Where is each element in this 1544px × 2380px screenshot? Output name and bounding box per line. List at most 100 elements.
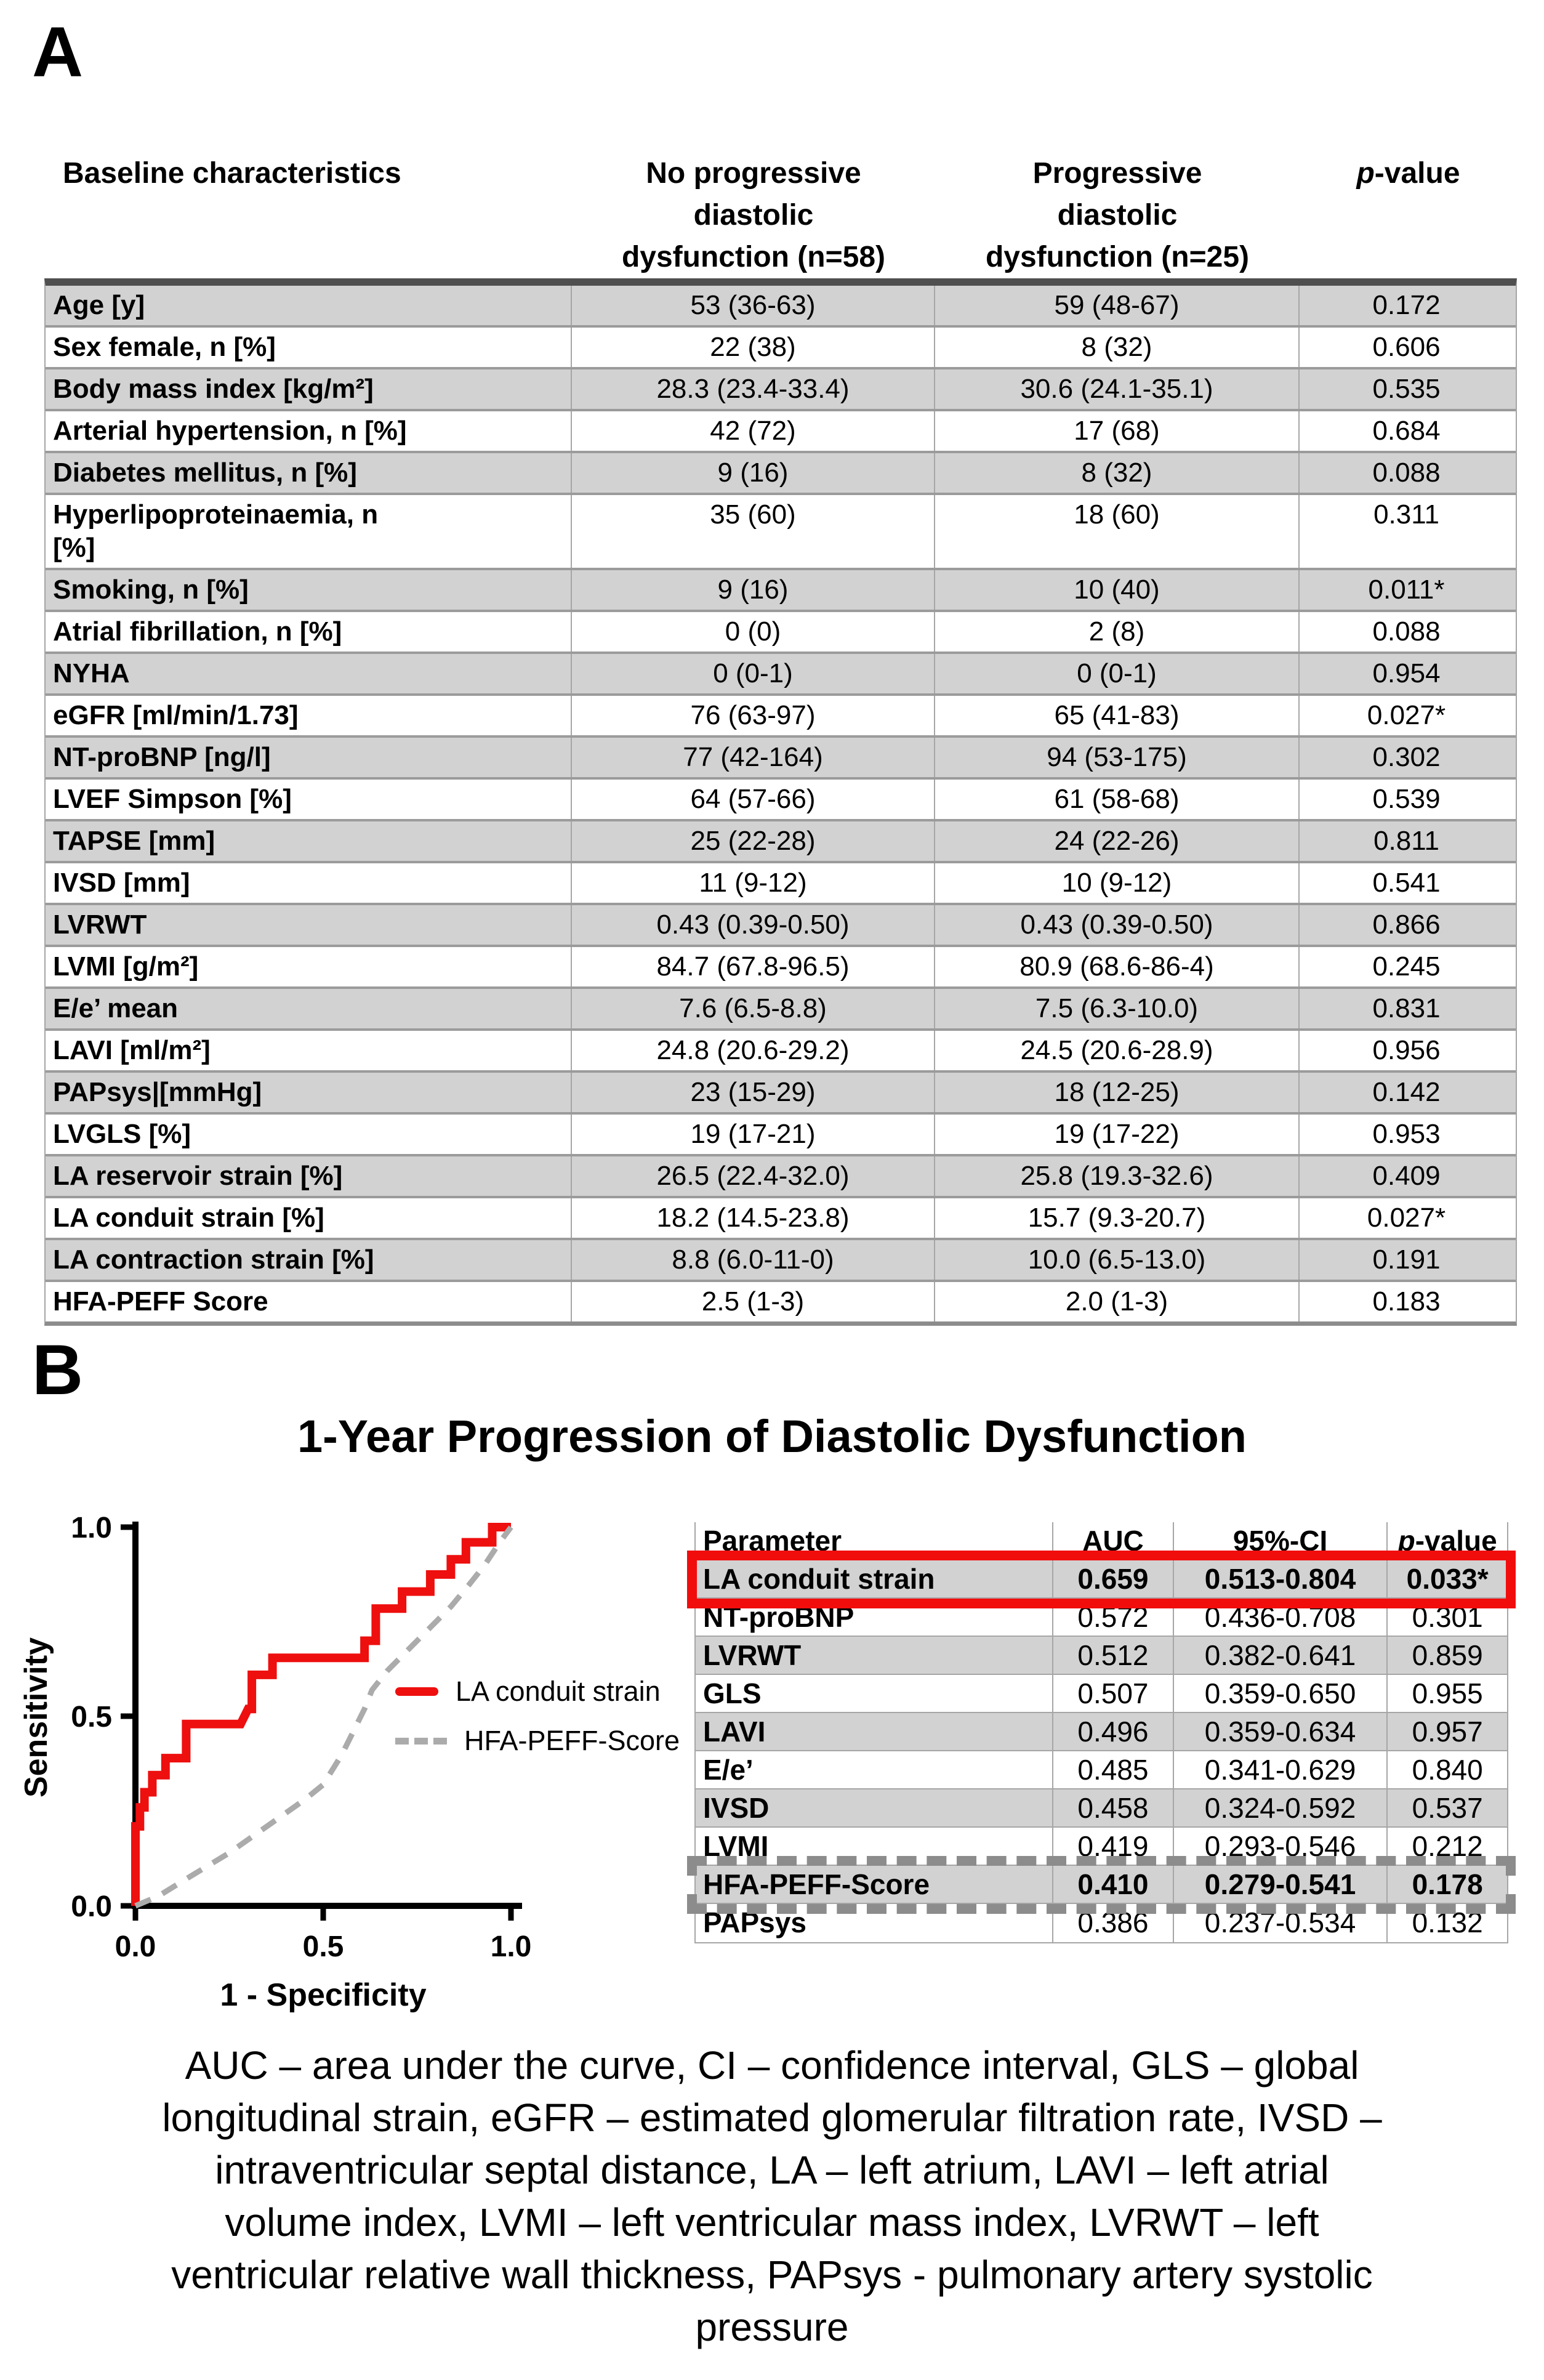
value-cell: 22 (38) xyxy=(571,328,934,367)
row-label-cell: Diabetes mellitus, n [%] xyxy=(53,458,357,488)
value-cell: 0.386 xyxy=(1052,1904,1173,1942)
value-cell: 18 (60) xyxy=(934,495,1298,568)
p-value-italic-p: p xyxy=(1397,1525,1415,1557)
x-tick-label: 1.0 xyxy=(491,1930,532,1963)
header-no-progressive-group: No progressive diastolic dysfunction (n=… xyxy=(572,153,935,278)
table-row: HFA-PEFF-Score 0.410 0.279-0.541 0.178 xyxy=(696,1866,1507,1904)
row-label-cell: Atrial fibrillation, n [%] xyxy=(53,616,342,647)
value-cell: 0.541 xyxy=(1298,863,1513,903)
value-cell: 7.5 (6.3-10.0) xyxy=(934,989,1298,1028)
value-cell: 59 (48-67) xyxy=(934,286,1298,325)
caption-line: longitudinal strain, eGFR – estimated gl… xyxy=(162,2096,1382,2140)
value-cell: 0.341-0.629 xyxy=(1172,1751,1386,1788)
value-cell: 8 (32) xyxy=(934,453,1298,493)
row-label-cell: IVSD xyxy=(703,1792,770,1824)
value-cell: 0.237-0.534 xyxy=(1172,1904,1386,1942)
value-cell: 0 (0-1) xyxy=(571,654,934,693)
table-row: LVRWT 0.43 (0.39-0.50) 0.43 (0.39-0.50) 0.8… xyxy=(46,905,1516,947)
row-label-cell: Sex female, n [%] xyxy=(53,332,276,362)
baseline-characteristics-table: Baseline characteristics No progressive … xyxy=(44,153,1517,1326)
row-label-cell: NT-proBNP [ng/l] xyxy=(53,742,271,772)
value-cell: 64 (57-66) xyxy=(571,780,934,819)
table-row: Body mass index [kg/m²] 28.3 (23.4-33.4) 3… xyxy=(46,369,1516,411)
value-cell: 26.5 (22.4-32.0) xyxy=(571,1156,934,1196)
value-cell: 0.279-0.541 xyxy=(1172,1866,1386,1903)
row-label-cell: LVGLS [%] xyxy=(53,1119,191,1149)
row-label-cell: NYHA xyxy=(53,658,130,688)
value-cell: 7.6 (6.5-8.8) xyxy=(571,989,934,1028)
value-cell: 0.178 xyxy=(1386,1866,1507,1903)
header-progressive-group: Progressive diastolic dysfunction (n=25) xyxy=(935,153,1300,278)
legend-item-la-conduit-strain: LA conduit strain xyxy=(395,1676,661,1708)
value-cell: 0.953 xyxy=(1298,1115,1513,1154)
panel-a-label: A xyxy=(32,13,84,92)
table-row: IVSD 0.458 0.324-0.592 0.537 xyxy=(696,1789,1507,1828)
baseline-table-body: Age [y] 53 (36-63) 59 (48-67) 0.172 Sex fema… xyxy=(44,278,1517,1326)
row-label-cell: LVEF Simpson [%] xyxy=(53,784,292,814)
y-tick-label: 0.5 xyxy=(71,1701,112,1733)
row-label-cell: LVMI [g/m²] xyxy=(53,951,199,982)
row-label-cell: IVSD [mm] xyxy=(53,868,190,898)
table-row: LA conduit strain 0.659 0.513-0.804 0.033* xyxy=(696,1560,1507,1599)
abbreviations-caption: AUC – area under the curve, CI – confide… xyxy=(31,2039,1513,2354)
row-label-cell: LVMI xyxy=(703,1830,769,1862)
value-cell: 0.956 xyxy=(1298,1031,1513,1070)
value-cell: 53 (36-63) xyxy=(571,286,934,325)
value-cell: 0.957 xyxy=(1386,1713,1507,1750)
baseline-table-header: Baseline characteristics No progressive … xyxy=(44,153,1517,278)
value-cell: 0.142 xyxy=(1298,1073,1513,1112)
value-cell: 0.359-0.634 xyxy=(1172,1713,1386,1750)
value-cell: 28.3 (23.4-33.4) xyxy=(571,369,934,409)
header-ci: 95%-CI xyxy=(1172,1522,1386,1559)
row-label-cell: LA reservoir strain [%] xyxy=(53,1161,343,1191)
panel-b-label: B xyxy=(32,1331,84,1410)
table-row: LAVI [ml/m²] 24.8 (20.6-29.2) 24.5 (20.6-2… xyxy=(46,1031,1516,1073)
value-cell: 0.311 xyxy=(1298,495,1513,568)
value-cell: 0.302 xyxy=(1298,738,1513,777)
value-cell: 0.507 xyxy=(1052,1675,1173,1712)
value-cell: 15.7 (9.3-20.7) xyxy=(934,1198,1298,1238)
value-cell: 2 (8) xyxy=(934,612,1298,651)
value-cell: 0.513-0.804 xyxy=(1172,1560,1386,1597)
table-row: HFA-PEFF Score 2.5 (1-3) 2.0 (1-3) 0.183 xyxy=(46,1282,1516,1321)
value-cell: 0 (0) xyxy=(571,612,934,651)
legend-dashed-line-sample xyxy=(395,1737,447,1745)
value-cell: 10 (9-12) xyxy=(934,863,1298,903)
value-cell: 0.43 (0.39-0.50) xyxy=(571,905,934,945)
table-row: LA conduit strain [%] 18.2 (14.5-23.8) 15.… xyxy=(46,1198,1516,1240)
value-cell: 77 (42-164) xyxy=(571,738,934,777)
value-cell: 0.811 xyxy=(1298,821,1513,861)
caption-line: volume index, LVMI – left ventricular ma… xyxy=(225,2200,1319,2245)
value-cell: 0.572 xyxy=(1052,1599,1173,1636)
row-label-cell: LVRWT xyxy=(703,1639,802,1671)
row-label-cell: eGFR [ml/min/1.73] xyxy=(53,700,299,730)
row-label-cell: LA conduit strain [%] xyxy=(53,1203,324,1233)
roc-plot: 0.0 0.5 1.0 1.0 0.5 0.0 1 - Specificity … xyxy=(18,1481,726,2060)
legend-item-hfa-peff-score: HFA-PEFF-Score xyxy=(395,1725,680,1757)
value-cell: 9 (16) xyxy=(571,453,934,493)
value-cell: 19 (17-21) xyxy=(571,1115,934,1154)
row-label-cell: LAVI [ml/m²] xyxy=(53,1035,211,1065)
value-cell: 8.8 (6.0-11-0) xyxy=(571,1240,934,1280)
value-cell: 18 (12-25) xyxy=(934,1073,1298,1112)
roc-curve-hfa-peff-score xyxy=(134,1525,513,1909)
value-cell: 0.027* xyxy=(1298,696,1513,735)
value-cell: 25.8 (19.3-32.6) xyxy=(934,1156,1298,1196)
value-cell: 0.535 xyxy=(1298,369,1513,409)
row-label-cell: TAPSE [mm] xyxy=(53,826,215,856)
table-row: PAPsys 0.386 0.237-0.534 0.132 xyxy=(696,1904,1507,1942)
value-cell: 0.245 xyxy=(1298,947,1513,986)
row-label-cell: GLS xyxy=(703,1677,762,1709)
value-cell: 0.684 xyxy=(1298,411,1513,451)
table-row: eGFR [ml/min/1.73] 76 (63-97) 65 (41-83) 0.… xyxy=(46,696,1516,738)
row-label-cell: Smoking, n [%] xyxy=(53,575,249,605)
table-row: Arterial hypertension, n [%] 42 (72) 17 (6… xyxy=(46,411,1516,453)
header-parameter: Parameter xyxy=(703,1525,842,1557)
value-cell: 0.954 xyxy=(1298,654,1513,693)
x-tick-label: 0.5 xyxy=(303,1930,344,1963)
value-cell: 0.539 xyxy=(1298,780,1513,819)
value-cell: 10 (40) xyxy=(934,570,1298,610)
value-cell: 0.831 xyxy=(1298,989,1513,1028)
value-cell: 0.293-0.546 xyxy=(1172,1828,1386,1865)
legend-red-line-sample xyxy=(395,1687,438,1696)
